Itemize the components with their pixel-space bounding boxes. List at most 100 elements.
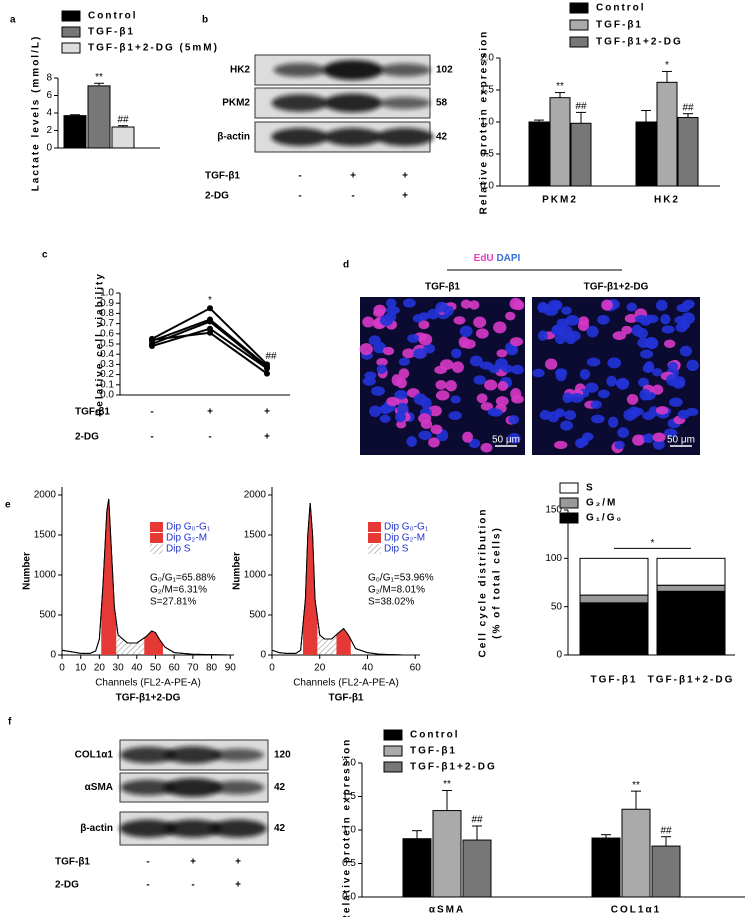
panel-label: e: [5, 500, 11, 511]
legend-swatch: [150, 544, 163, 554]
nucleus: [644, 361, 655, 373]
histogram-outline: [271, 502, 416, 656]
nucleus: [376, 364, 387, 374]
nucleus: [554, 440, 568, 450]
y-tick-label: 0: [260, 650, 266, 661]
blot-band: [379, 63, 431, 77]
nucleus: [434, 365, 447, 375]
nucleus: [544, 307, 558, 316]
nucleus: [664, 339, 676, 349]
nucleus: [532, 368, 545, 378]
bar-segment: [579, 602, 649, 656]
bar: [462, 839, 492, 898]
blot-label: β-actin: [217, 132, 250, 143]
y-tick-label: 1500: [244, 530, 267, 541]
nucleus: [435, 379, 447, 390]
condition-label: TGF-β1: [425, 282, 460, 293]
y-tick-label: 2000: [244, 490, 267, 501]
stat: G₀/G₁=53.96%: [368, 573, 434, 584]
stat: G₂/M=6.31%: [150, 585, 207, 596]
nucleus: [435, 301, 449, 313]
treatment-sign: -: [298, 191, 301, 202]
nucleus: [558, 324, 573, 337]
nucleus: [597, 314, 610, 325]
treatment-sign: -: [351, 191, 354, 202]
nucleus: [391, 374, 402, 386]
nucleus: [427, 308, 440, 320]
point: [264, 365, 270, 372]
x-tick-label: 90: [225, 663, 237, 674]
treatment-sign: -: [146, 857, 149, 868]
y-tick-label: 2: [46, 125, 52, 136]
component-fill: [317, 503, 337, 655]
blot-kda: 42: [274, 823, 286, 834]
bar: [677, 117, 699, 187]
y-axis-label: Relative protein expression: [479, 30, 490, 215]
y-tick-label: 50: [551, 601, 563, 612]
y-tick-label: 0.2: [100, 369, 114, 380]
x-tick-label: 50: [150, 663, 162, 674]
treatment-sign: +: [264, 407, 270, 418]
nucleus: [368, 335, 381, 346]
y-tick-label: 100: [545, 553, 562, 564]
bar: [651, 845, 681, 898]
scale-bar-label: 50 μm: [667, 435, 695, 446]
treatment-sign: +: [207, 407, 213, 418]
x-tick-label: 40: [131, 663, 143, 674]
legend-swatch: [559, 482, 579, 494]
nucleus: [398, 357, 411, 366]
blot-band: [273, 63, 327, 77]
nucleus: [507, 433, 521, 444]
y-axis-label: Relative protein expression: [342, 738, 353, 917]
nucleus: [666, 374, 677, 386]
nucleus: [418, 413, 432, 424]
treatment-sign: +: [235, 857, 241, 868]
blot-band: [271, 128, 329, 146]
y-tick-label: 0.8: [100, 308, 114, 319]
blot-band: [211, 780, 265, 795]
nucleus: [493, 321, 507, 334]
nucleus: [565, 315, 580, 326]
x-tick-label: 20: [94, 663, 106, 674]
legend-swatch: [61, 10, 81, 22]
nucleus: [505, 311, 516, 321]
bar: [432, 810, 462, 898]
bar-segment: [656, 584, 726, 592]
nucleus: [479, 361, 493, 370]
legend-label: G₂/M: [586, 498, 617, 509]
nucleus: [590, 414, 605, 424]
nucleus: [639, 388, 651, 401]
y-tick-label: 2.0: [342, 758, 356, 769]
blot-band: [271, 94, 329, 112]
nucleus: [569, 392, 584, 403]
bar: [63, 115, 87, 149]
treatment-label: TGF-β1: [55, 857, 90, 868]
blot-band: [209, 819, 267, 838]
y-tick-label: 1000: [244, 570, 267, 581]
y-tick-label: 500: [39, 610, 56, 621]
y-tick-label: 6: [46, 90, 52, 101]
nucleus: [359, 343, 373, 356]
legend-label: TGF-β1: [596, 20, 643, 31]
nucleus: [582, 432, 594, 442]
significance: ##: [471, 815, 483, 826]
nucleus: [497, 381, 509, 391]
panel-label: f: [8, 717, 12, 728]
treatment-sign: +: [264, 432, 270, 443]
bar: [635, 121, 657, 187]
legend-label: Dip G₂-M: [384, 533, 425, 544]
nucleus: [468, 300, 480, 310]
component-fill: [116, 499, 145, 655]
bar: [528, 121, 550, 187]
nucleus: [509, 297, 523, 310]
y-tick-label: 1.0: [342, 825, 356, 836]
bar-segment: [656, 590, 726, 656]
nucleus: [586, 325, 599, 338]
legend-swatch: [569, 2, 589, 14]
nucleus: [640, 349, 654, 359]
nucleus: [445, 380, 457, 392]
x-tick-label: 80: [206, 663, 218, 674]
treatment-sign: -: [146, 880, 149, 891]
nucleus: [660, 313, 671, 325]
legend-swatch: [61, 26, 81, 38]
